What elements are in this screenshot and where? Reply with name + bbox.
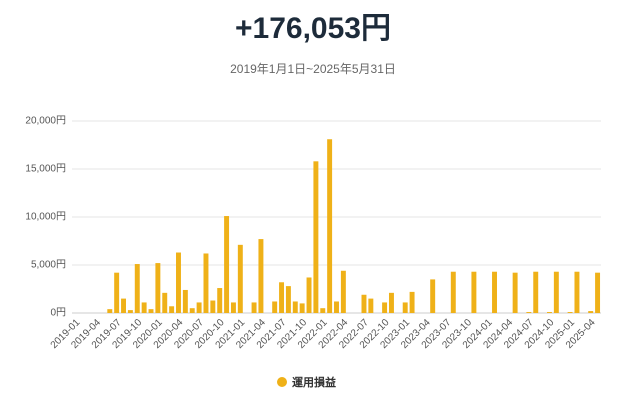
- bar: [340, 270, 346, 313]
- bar: [272, 301, 278, 313]
- bar: [533, 271, 539, 313]
- bar: [588, 311, 594, 313]
- bar: [155, 263, 161, 313]
- bar: [224, 216, 230, 313]
- bar: [134, 264, 140, 313]
- y-tick-label: 15,000円: [25, 164, 66, 175]
- chart-subtitle: 2019年1月1日~2025年5月31日: [230, 62, 396, 76]
- bar: [327, 139, 333, 313]
- bar: [210, 300, 216, 313]
- bar: [162, 292, 168, 313]
- bar: [306, 277, 312, 313]
- bar: [361, 294, 367, 313]
- bar: [567, 312, 573, 313]
- bar: [148, 309, 154, 313]
- bar: [547, 312, 552, 313]
- bar: [107, 309, 113, 313]
- bar: [574, 271, 580, 313]
- bar: [217, 288, 223, 313]
- bar: [334, 301, 339, 313]
- legend-marker: [277, 377, 287, 387]
- bar: [512, 272, 518, 313]
- bar: [553, 271, 559, 313]
- bar: [121, 298, 126, 313]
- legend-label: 運用損益: [292, 375, 336, 389]
- bar: [279, 282, 285, 313]
- bar: [230, 302, 236, 313]
- bar: [114, 272, 120, 313]
- bar: [320, 308, 326, 313]
- bar: [450, 271, 456, 313]
- y-tick-label: 20,000円: [25, 116, 66, 127]
- bar: [368, 298, 374, 313]
- y-tick-label: 5,000円: [31, 260, 66, 271]
- y-tick-label: 0円: [50, 308, 66, 319]
- bar: [471, 271, 477, 313]
- bar: [258, 239, 264, 313]
- bar: [182, 289, 188, 313]
- bar: [292, 301, 298, 313]
- bar: [141, 302, 147, 313]
- bar: [313, 161, 319, 313]
- bar: [196, 302, 202, 313]
- bar: [169, 306, 175, 313]
- bar: [526, 312, 532, 313]
- bar: [595, 272, 601, 313]
- bar: [127, 310, 133, 313]
- bar: [251, 302, 257, 313]
- bar: [189, 308, 195, 313]
- bar: [299, 303, 305, 313]
- bar: [402, 302, 408, 313]
- bar: [388, 292, 394, 313]
- bar: [237, 244, 243, 313]
- bar: [176, 252, 181, 313]
- bar: [409, 291, 415, 313]
- bar: [203, 253, 209, 313]
- bar: [285, 286, 291, 313]
- y-tick-label: 10,000円: [25, 212, 66, 223]
- bar: [382, 302, 388, 313]
- chart-title: +176,053円: [235, 12, 391, 45]
- bar: [430, 279, 436, 313]
- bar: [492, 271, 497, 313]
